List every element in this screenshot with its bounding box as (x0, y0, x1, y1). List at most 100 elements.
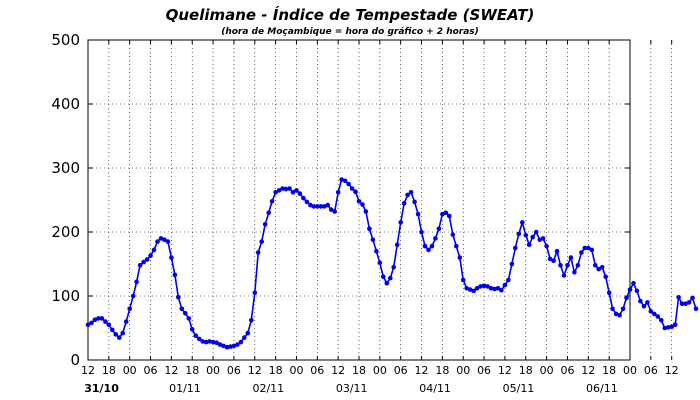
data-point (311, 204, 317, 209)
data-point (89, 320, 94, 326)
x-tick-label: 18 (602, 364, 616, 377)
data-point (137, 263, 143, 268)
x-tick-label: 00 (623, 364, 637, 377)
data-point (669, 324, 674, 330)
data-point (478, 284, 483, 289)
data-point (401, 200, 407, 206)
x-tick-label: 12 (415, 364, 429, 377)
data-point (516, 231, 522, 237)
x-tick-label: 00 (373, 364, 387, 377)
data-point (627, 287, 633, 292)
data-point (276, 188, 282, 193)
data-point (568, 255, 574, 260)
data-point (381, 274, 386, 280)
data-point (481, 283, 487, 289)
data-point (617, 312, 622, 318)
data-point (429, 243, 435, 249)
data-point (186, 316, 192, 321)
data-point (356, 199, 362, 204)
x-tick-label: 12 (498, 364, 512, 377)
data-point (474, 286, 480, 291)
data-point (99, 316, 105, 321)
data-point (502, 282, 508, 288)
data-point (419, 229, 424, 235)
data-point (210, 339, 216, 345)
data-point (394, 242, 400, 248)
data-point (377, 260, 383, 266)
data-point (120, 330, 125, 336)
data-point (360, 202, 365, 207)
day-label: 05/11 (503, 382, 535, 395)
data-point (572, 270, 577, 275)
data-point (631, 280, 636, 286)
data-point (540, 236, 546, 241)
data-point (641, 303, 647, 309)
data-point (287, 186, 292, 191)
x-tick-label: 18 (269, 364, 283, 377)
data-point (183, 311, 188, 316)
data-point (488, 286, 494, 291)
data-point (110, 327, 115, 333)
x-tick-label: 00 (540, 364, 554, 377)
data-point (315, 204, 320, 209)
x-tick-label: 18 (352, 364, 366, 377)
data-point (384, 280, 390, 286)
data-point (659, 318, 664, 323)
data-point (554, 248, 560, 254)
data-point (266, 210, 272, 216)
data-point (499, 287, 504, 293)
data-point (370, 237, 376, 242)
x-tick-label: 12 (665, 364, 679, 377)
data-point (520, 220, 525, 225)
x-tick-label: 18 (102, 364, 116, 377)
data-point (151, 247, 157, 253)
data-point (259, 239, 265, 244)
data-point (290, 190, 296, 195)
y-tick-label: 500 (51, 31, 80, 49)
data-point (148, 253, 153, 258)
data-point (593, 263, 598, 268)
x-tick-label: 18 (519, 364, 533, 377)
data-point (683, 301, 688, 307)
y-tick-label: 200 (51, 223, 80, 241)
data-point (679, 301, 685, 307)
day-labels: 31/10 01/11 02/11 03/11 04/11 05/11 06/11 (84, 382, 617, 395)
data-point (561, 273, 567, 278)
data-point (523, 232, 529, 238)
series-line (87, 178, 697, 349)
x-tick-label: 06 (477, 364, 491, 377)
data-point (613, 311, 619, 317)
data-point (144, 257, 150, 262)
x-tick-label: 12 (331, 364, 345, 377)
x-tick-label: 00 (123, 364, 137, 377)
data-point (332, 209, 338, 214)
data-point (464, 286, 470, 291)
data-point (193, 333, 198, 339)
data-point (526, 242, 532, 248)
data-point (328, 207, 334, 212)
data-point (363, 209, 369, 214)
data-point (172, 272, 178, 278)
data-point (412, 199, 417, 205)
data-point (165, 239, 171, 244)
data-point (450, 232, 456, 237)
data-point (224, 344, 230, 350)
data-point (509, 261, 515, 267)
data-point (579, 250, 584, 255)
data-point (304, 199, 310, 205)
x-tick-label: 12 (248, 364, 262, 377)
data-point (405, 192, 410, 198)
x-tick-label: 00 (206, 364, 220, 377)
data-point (544, 243, 549, 249)
data-point (228, 344, 233, 349)
data-point (318, 204, 324, 209)
y-tick-label: 0 (70, 351, 80, 369)
y-axis-labels: 0 100 200 300 400 500 (51, 31, 80, 369)
data-point (367, 226, 372, 232)
data-point (533, 229, 539, 235)
data-point (440, 211, 445, 217)
y-tick-label: 100 (51, 287, 80, 305)
data-point (176, 295, 181, 300)
data-point (130, 293, 136, 299)
data-point (693, 306, 699, 312)
